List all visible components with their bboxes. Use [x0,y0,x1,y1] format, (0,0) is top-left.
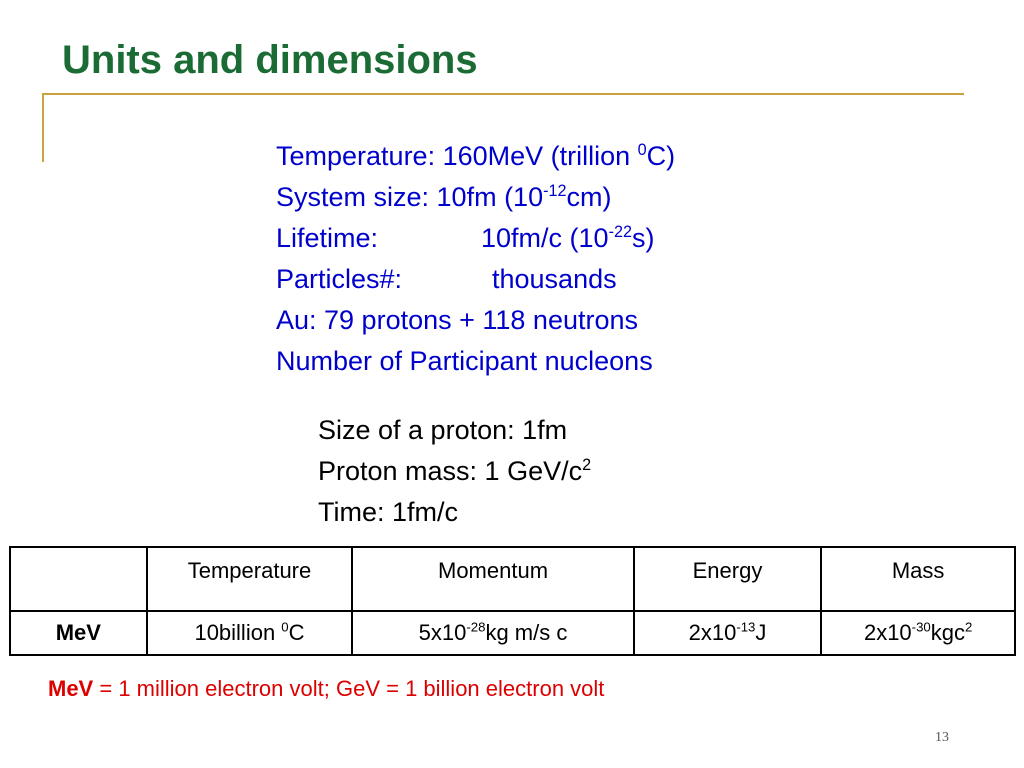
proton-block: Size of a proton: 1fm Proton mass: 1 GeV… [318,410,591,533]
participants-line: Number of Participant nucleons [276,346,653,376]
slide-title: Units and dimensions [62,38,478,82]
table-header-cell: Energy [632,546,823,612]
table-header-cell: Mass [820,546,1016,612]
proton-size-line: Size of a proton: 1fm [318,415,568,445]
table-row-label: MeV [9,610,148,656]
table-header-cell: Momentum [351,546,635,612]
page-number: 13 [935,730,949,745]
lifetime-line: Lifetime: 10fm/c (10-22s) [276,223,655,253]
units-note: MeV = 1 million electron volt; GeV = 1 b… [48,676,605,701]
system-size-line: System size: 10fm (10-12cm) [276,182,612,212]
temperature-line: Temperature: 160MeV (trillion 0C) [276,141,676,171]
table-header-cell [9,546,148,612]
table-cell-energy: 2x10-13J [632,610,823,656]
table-header-row: Temperature Momentum Energy Mass [9,546,1016,612]
table-cell-momentum: 5x10-28kg m/s c [351,610,635,656]
facts-block: Temperature: 160MeV (trillion 0C) System… [276,136,675,382]
title-side-rule [42,93,44,162]
proton-mass-line: Proton mass: 1 GeV/c2 [318,456,592,486]
particles-line: Particles#: thousands [276,264,617,294]
units-table: Temperature Momentum Energy Mass MeV 10b… [9,546,1016,656]
title-underline-rule [42,93,964,95]
proton-time-line: Time: 1fm/c [318,497,459,527]
table-row: MeV 10billion 0C 5x10-28kg m/s c 2x10-13… [9,610,1016,656]
table-cell-temperature: 10billion 0C [145,610,354,656]
au-line: Au: 79 protons + 118 neutrons [276,305,639,335]
table-cell-mass: 2x10-30kgc2 [820,610,1016,656]
table-header-cell: Temperature [145,546,354,612]
